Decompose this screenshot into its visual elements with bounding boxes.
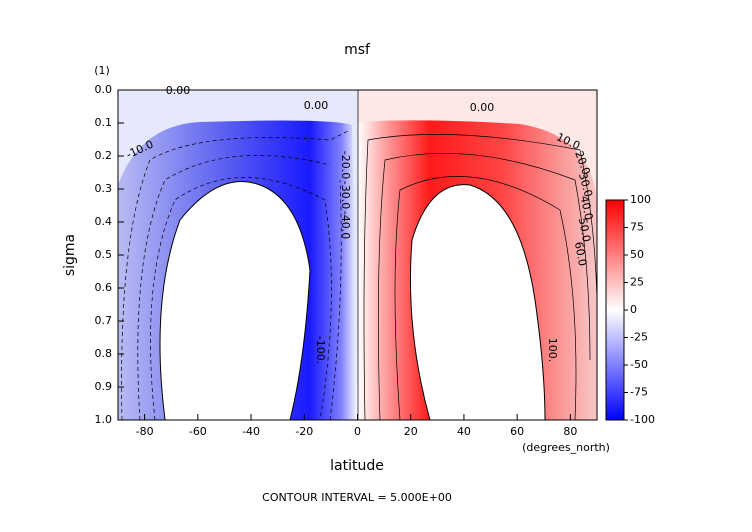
y-units: (1) [94,64,110,77]
contour-label: 100. [546,338,559,363]
contour-label: 40.0 [578,195,596,222]
x-units: (degrees_north) [522,441,610,454]
y-tick-label: 0.7 [95,314,113,327]
contour-label: 0.00 [470,101,495,114]
y-axis-label: sigma [62,234,78,276]
colorbar-label: 25 [630,276,644,289]
contour-label: 50.0 [576,217,593,243]
y-tick-label: 0.3 [95,182,113,195]
contour-label: 30.0 [576,171,595,198]
x-tick-label: -80 [136,425,154,438]
contour-label: -30.0 [339,181,352,209]
colorbar-label: 0 [630,303,637,316]
x-tick-label: 20 [404,425,418,438]
y-tick-label: 0.5 [95,248,113,261]
x-tick-label: -20 [295,425,313,438]
contour-label: -40.0 [339,211,352,239]
y-tick-label: 0.4 [95,215,113,228]
colorbar-label: 75 [630,221,644,234]
colorbar-label: -50 [630,358,648,371]
x-tick-label: -60 [189,425,207,438]
contour-label: -20.0 [339,151,352,179]
y-tick-label: 0.1 [95,116,113,129]
chart-title: msf [344,42,371,58]
x-axis-label: latitude [330,458,384,474]
contour-label: 0.00 [304,99,329,112]
x-tick-label: -40 [242,425,260,438]
y-tick-label: 1.0 [95,413,113,426]
colorbar-label: -25 [630,331,648,344]
y-tick-label: 0.0 [95,83,113,96]
y-tick-label: 0.9 [95,380,113,393]
x-tick-label: 0 [354,425,361,438]
colorbar [605,199,625,421]
footer: CONTOUR INTERVAL = 5.000E+00 [262,491,452,504]
y-tick-label: 0.6 [95,281,113,294]
x-tick-label: 80 [563,425,577,438]
y-tick-label: 0.8 [95,347,113,360]
x-tick-label: 60 [510,425,524,438]
contour-label: 0.00 [166,84,191,97]
colorbar-label: -100 [630,413,655,426]
contour-label: 60.0 [572,241,589,267]
y-tick-label: 0.2 [95,149,113,162]
colorbar-label: 50 [630,248,644,261]
colorbar-label: -75 [630,386,648,399]
colorbar-label: 100 [630,193,651,206]
field [118,90,598,421]
x-tick-label: 40 [457,425,471,438]
contour-label: -100. [314,336,327,364]
